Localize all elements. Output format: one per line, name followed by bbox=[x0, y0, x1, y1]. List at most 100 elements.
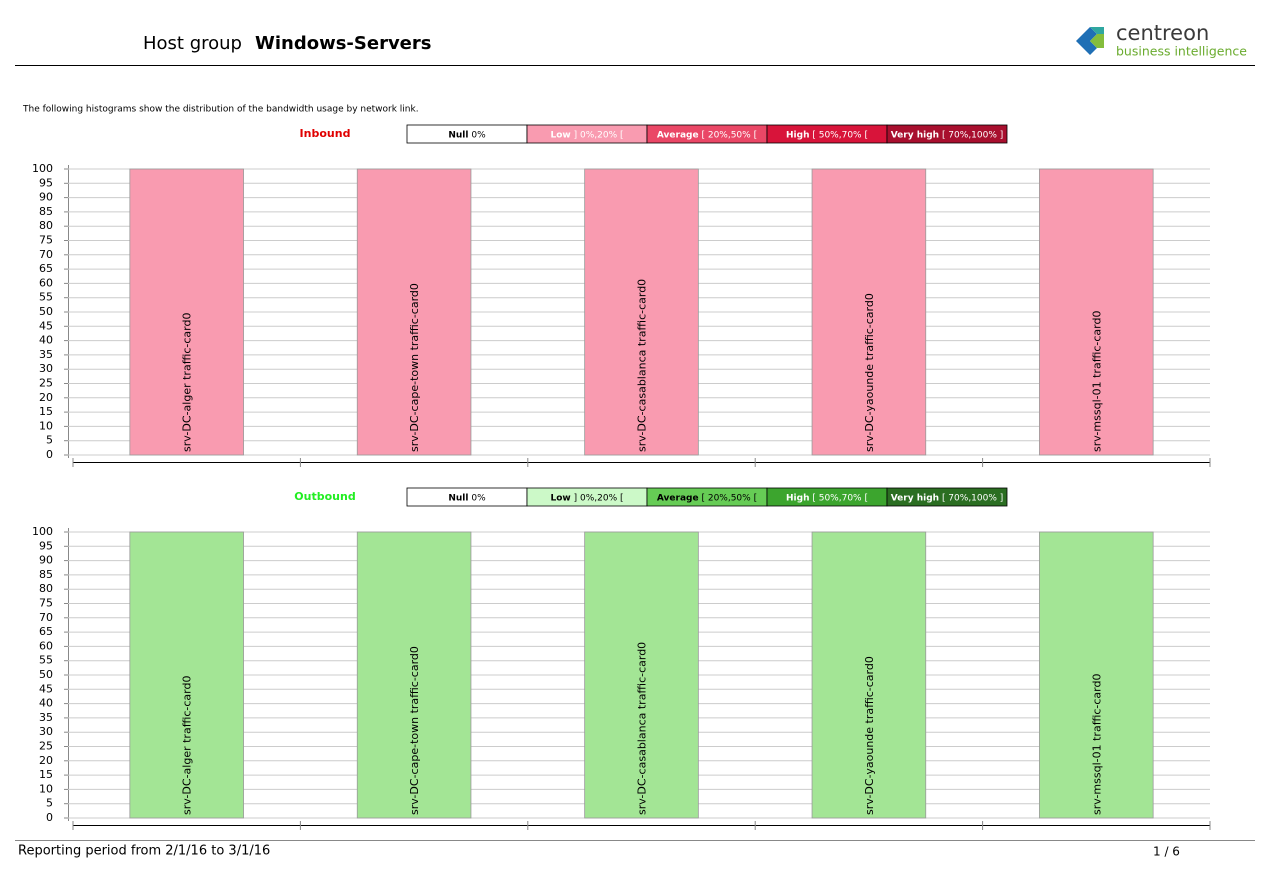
y-tick-label: 0 bbox=[46, 448, 53, 461]
legend-label: Low ] 0%,20% [ bbox=[551, 130, 624, 140]
legend-range: 0% bbox=[471, 493, 486, 503]
legend-name: Average bbox=[657, 130, 699, 140]
y-tick-label: 0 bbox=[46, 811, 53, 824]
category-label: srv-DC-cape-town traffic-card0 bbox=[408, 646, 421, 815]
legend-name: Low bbox=[551, 130, 571, 140]
category-label: srv-mssql-01 traffic-card0 bbox=[1090, 674, 1103, 815]
y-tick-label: 40 bbox=[39, 334, 53, 347]
y-tick-label: 100 bbox=[32, 525, 53, 538]
legend-name: Very high bbox=[891, 130, 939, 140]
legend-name: High bbox=[786, 130, 809, 140]
y-tick-label: 5 bbox=[46, 797, 53, 810]
y-tick-label: 70 bbox=[39, 248, 53, 261]
y-tick-label: 55 bbox=[39, 291, 53, 304]
bar bbox=[129, 168, 244, 456]
bar bbox=[1039, 168, 1154, 456]
legend-swatch bbox=[886, 124, 1008, 144]
y-tick-label: 15 bbox=[39, 768, 53, 781]
y-tick-label: 55 bbox=[39, 654, 53, 667]
legend-label: Average [ 20%,50% [ bbox=[657, 493, 757, 503]
logo: centreon business intelligence bbox=[1076, 21, 1247, 59]
category-label: srv-DC-yaounde traffic-card0 bbox=[863, 293, 876, 452]
bar bbox=[1039, 531, 1154, 819]
y-tick-label: 75 bbox=[39, 234, 53, 247]
y-tick-label: 15 bbox=[39, 405, 53, 418]
y-tick-label: 60 bbox=[39, 639, 53, 652]
legend-name: Very high bbox=[891, 493, 939, 503]
y-tick-label: 70 bbox=[39, 611, 53, 624]
bar bbox=[356, 531, 472, 819]
y-tick-label: 10 bbox=[39, 419, 53, 432]
y-tick-label: 90 bbox=[39, 191, 53, 204]
bar bbox=[129, 531, 244, 819]
chart-title: Inbound bbox=[300, 127, 351, 140]
y-tick-label: 85 bbox=[39, 205, 53, 218]
legend-name: Low bbox=[551, 493, 571, 503]
y-tick-label: 10 bbox=[39, 782, 53, 795]
legend-label: Null 0% bbox=[448, 493, 486, 503]
header-title: Windows-Servers bbox=[255, 33, 431, 54]
y-tick-label: 30 bbox=[39, 725, 53, 738]
header-prefix: Host group bbox=[143, 33, 242, 54]
y-tick-label: 65 bbox=[39, 625, 53, 638]
legend-range: [ 50%,70% [ bbox=[812, 493, 868, 503]
category-label: srv-mssql-01 traffic-card0 bbox=[1090, 311, 1103, 452]
category-label: srv-DC-cape-town traffic-card0 bbox=[408, 283, 421, 452]
category-label: srv-DC-alger traffic-card0 bbox=[181, 313, 194, 452]
logo-name: centreon bbox=[1116, 21, 1209, 45]
y-tick-label: 25 bbox=[39, 377, 53, 390]
legend-range: 0% bbox=[471, 130, 486, 140]
legend-label: Very high [ 70%,100% ] bbox=[891, 493, 1004, 503]
legend-range: ] 0%,20% [ bbox=[574, 493, 624, 503]
category-label: srv-DC-yaounde traffic-card0 bbox=[863, 656, 876, 815]
legend-label: Average [ 20%,50% [ bbox=[657, 130, 757, 140]
legend-name: Null bbox=[448, 493, 468, 503]
logo-mark bbox=[1076, 27, 1097, 55]
y-tick-label: 20 bbox=[39, 754, 53, 767]
legend-label: High [ 50%,70% [ bbox=[786, 493, 868, 503]
y-tick-label: 5 bbox=[46, 434, 53, 447]
y-tick-label: 30 bbox=[39, 362, 53, 375]
legend-name: Average bbox=[657, 493, 699, 503]
legend-range: [ 50%,70% [ bbox=[812, 130, 868, 140]
logo-mark bbox=[1090, 27, 1104, 34]
legend-range: [ 20%,50% [ bbox=[701, 493, 757, 503]
legend-label: High [ 50%,70% [ bbox=[786, 130, 868, 140]
y-tick-label: 100 bbox=[32, 162, 53, 175]
y-tick-label: 50 bbox=[39, 668, 53, 681]
legend-range: [ 70%,100% ] bbox=[942, 493, 1003, 503]
legend-name: Null bbox=[448, 130, 468, 140]
legend-range: [ 70%,100% ] bbox=[942, 130, 1003, 140]
y-tick-label: 90 bbox=[39, 554, 53, 567]
y-tick-label: 60 bbox=[39, 276, 53, 289]
y-tick-label: 35 bbox=[39, 348, 53, 361]
logo-tagline: business intelligence bbox=[1116, 44, 1247, 59]
y-tick-label: 80 bbox=[39, 219, 53, 232]
bar bbox=[584, 531, 699, 819]
y-tick-label: 45 bbox=[39, 319, 53, 332]
y-tick-label: 50 bbox=[39, 305, 53, 318]
y-tick-label: 95 bbox=[39, 539, 53, 552]
legend-label: Very high [ 70%,100% ] bbox=[891, 130, 1004, 140]
y-tick-label: 75 bbox=[39, 597, 53, 610]
y-tick-label: 95 bbox=[39, 176, 53, 189]
chart-title: Outbound bbox=[294, 490, 355, 503]
category-label: srv-DC-casablanca traffic-card0 bbox=[636, 279, 649, 452]
bar bbox=[811, 168, 927, 456]
bar bbox=[584, 168, 699, 456]
bar bbox=[356, 168, 472, 456]
y-tick-label: 80 bbox=[39, 582, 53, 595]
y-tick-label: 45 bbox=[39, 682, 53, 695]
legend-range: [ 20%,50% [ bbox=[701, 130, 757, 140]
y-tick-label: 20 bbox=[39, 391, 53, 404]
legend-label: Low ] 0%,20% [ bbox=[551, 493, 624, 503]
y-tick-label: 40 bbox=[39, 697, 53, 710]
legend-range: ] 0%,20% [ bbox=[574, 130, 624, 140]
y-tick-label: 65 bbox=[39, 262, 53, 275]
y-tick-label: 35 bbox=[39, 711, 53, 724]
category-label: srv-DC-casablanca traffic-card0 bbox=[636, 642, 649, 815]
bar bbox=[811, 531, 927, 819]
legend-name: High bbox=[786, 493, 809, 503]
intro-text: The following histograms show the distri… bbox=[22, 105, 419, 115]
